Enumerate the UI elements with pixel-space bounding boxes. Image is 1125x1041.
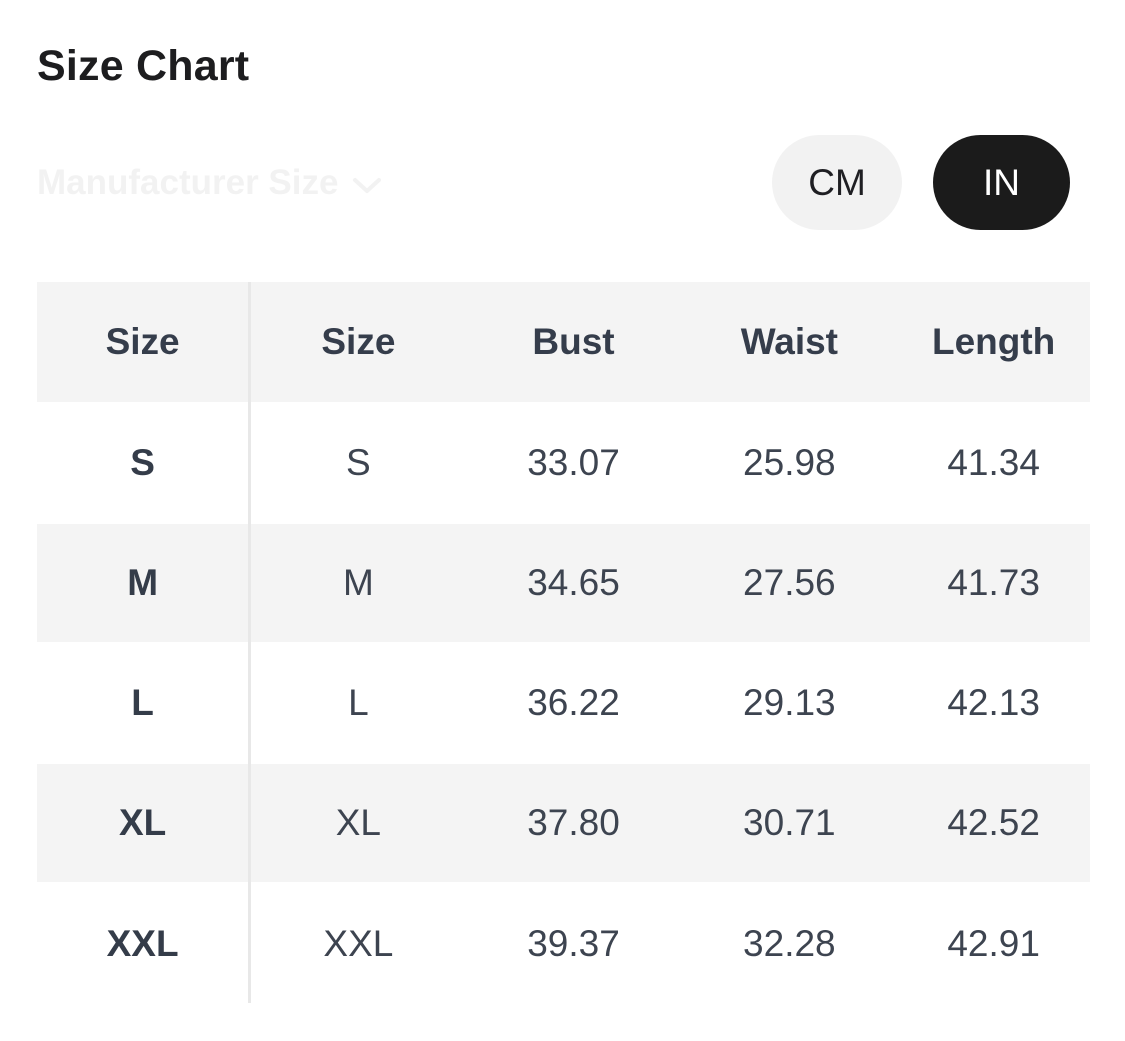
column-header-length: Length bbox=[897, 282, 1090, 403]
value-cell: L bbox=[249, 642, 466, 763]
size-label-cell: XXL bbox=[37, 882, 252, 1003]
controls-row: Manufacturer Size CM IN bbox=[37, 134, 1070, 231]
size-table-body: S S 33.07 25.98 41.34 M M 34.65 27.56 41.73 L L 36.2… bbox=[37, 402, 1090, 1003]
value-cell: 42.91 bbox=[897, 882, 1090, 1003]
value-cell: 34.65 bbox=[465, 522, 682, 643]
value-cell: M bbox=[249, 522, 466, 643]
column-header-bust: Bust bbox=[465, 282, 682, 403]
value-cell: 36.22 bbox=[465, 642, 682, 763]
value-cell: S bbox=[249, 402, 466, 523]
value-cell: 27.56 bbox=[681, 522, 898, 643]
size-label-cell: M bbox=[37, 522, 252, 643]
unit-in-button[interactable]: IN bbox=[933, 135, 1070, 230]
table-row: XL XL 37.80 30.71 42.52 bbox=[37, 762, 1090, 883]
unit-cm-button[interactable]: CM bbox=[772, 135, 902, 230]
unit-toggle: CM IN bbox=[772, 135, 1070, 230]
manufacturer-size-dropdown[interactable]: Manufacturer Size bbox=[37, 163, 382, 203]
size-label-cell: L bbox=[37, 642, 252, 763]
value-cell: 30.71 bbox=[681, 762, 898, 883]
size-chart-table: Size Size Bust Waist Length S S 33.07 25.98… bbox=[37, 282, 1090, 1003]
table-row: M M 34.65 27.56 41.73 bbox=[37, 522, 1090, 643]
value-cell: XXL bbox=[249, 882, 466, 1003]
chevron-down-icon bbox=[352, 171, 382, 195]
table-row: XXL XXL 39.37 32.28 42.91 bbox=[37, 882, 1090, 1003]
column-header-waist: Waist bbox=[681, 282, 898, 403]
value-cell: 42.13 bbox=[897, 642, 1090, 763]
value-cell: 33.07 bbox=[465, 402, 682, 523]
size-chart-panel: Size Chart Manufacturer Size CM IN Size … bbox=[0, 42, 1125, 1041]
column-header-size-2: Size bbox=[249, 282, 466, 403]
value-cell: 41.34 bbox=[897, 402, 1090, 523]
table-row: L L 36.22 29.13 42.13 bbox=[37, 642, 1090, 763]
value-cell: 41.73 bbox=[897, 522, 1090, 643]
value-cell: 39.37 bbox=[465, 882, 682, 1003]
size-label-cell: S bbox=[37, 402, 252, 523]
value-cell: 29.13 bbox=[681, 642, 898, 763]
column-header-size: Size bbox=[37, 282, 252, 403]
value-cell: XL bbox=[249, 762, 466, 883]
value-cell: 42.52 bbox=[897, 762, 1090, 883]
value-cell: 25.98 bbox=[681, 402, 898, 523]
table-row: S S 33.07 25.98 41.34 bbox=[37, 402, 1090, 523]
size-label-cell: XL bbox=[37, 762, 252, 883]
value-cell: 37.80 bbox=[465, 762, 682, 883]
page-title: Size Chart bbox=[37, 42, 250, 90]
manufacturer-size-label: Manufacturer Size bbox=[37, 162, 339, 202]
table-header-row: Size Size Bust Waist Length bbox=[37, 282, 1090, 403]
value-cell: 32.28 bbox=[681, 882, 898, 1003]
